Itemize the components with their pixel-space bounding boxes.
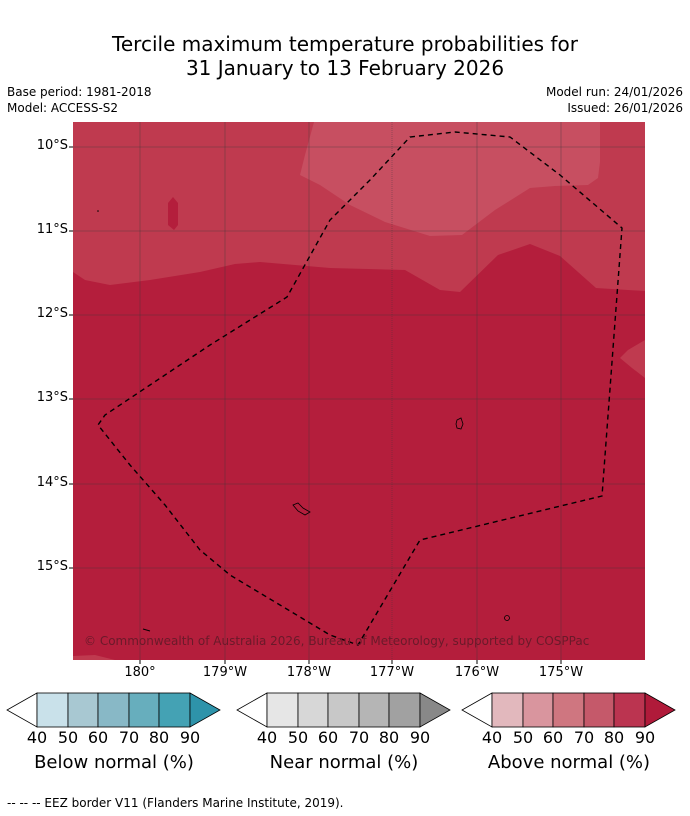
axis-ticks [69,146,562,664]
eez-footnote: -- -- -- EEZ border V11 (Flanders Marine… [7,796,344,810]
above-80-blob-right [620,340,645,378]
above-tick-80: 80 [603,728,625,747]
lon-label-180: 180° [124,665,156,680]
colorbar-above-60 [552,692,585,728]
below-tick-80: 80 [148,728,170,747]
below-tick-40: 40 [26,728,48,747]
colorbar-below-50 [67,692,99,728]
base-period: Base period: 1981-2018 [7,85,152,99]
lon-label-175w: 175°W [538,665,584,680]
colorbar-title-below: Below normal (%) [34,752,194,773]
colorbar-above-50 [522,692,554,728]
map-title-line1: Tercile maximum temperature probabilitie… [112,32,578,56]
island-central [455,417,464,430]
lat-label-15s: 15°S [36,559,68,574]
colorbar-above-40 [491,692,524,728]
colorbar-near-normal [236,692,451,728]
near-tick-40: 40 [256,728,278,747]
colorbar-above-max-extend [644,692,676,728]
near-tick-90: 90 [409,728,431,747]
above-tick-40: 40 [481,728,503,747]
issued-date: Issued: 26/01/2026 [567,101,683,115]
near-tick-70: 70 [348,728,370,747]
islet-northwest [97,210,99,212]
colorbar-above-70 [583,692,615,728]
lat-label-13s: 13°S [36,390,68,405]
island-southeast [504,615,510,621]
lon-label-178w: 178°W [286,665,332,680]
above-tick-50: 50 [512,728,534,747]
lon-label-179w: 179°W [202,665,248,680]
colorbar-near-80 [388,692,421,728]
colorbar-below-40 [36,692,69,728]
colorbar-below-60 [97,692,130,728]
above-tick-90: 90 [634,728,656,747]
colorbar-below-normal [6,692,221,728]
colorbar-below-min-extend [6,692,38,728]
below-tick-50: 50 [57,728,79,747]
lat-label-11s: 11°S [36,222,68,237]
colorbar-below-80 [158,692,191,728]
colorbar-above-80 [613,692,646,728]
colorbar-near-max-extend [419,692,451,728]
copyright-text: © Commonwealth of Australia 2026, Bureau… [84,634,589,648]
lat-label-12s: 12°S [36,306,68,321]
colorbar-near-60 [327,692,360,728]
near-tick-80: 80 [378,728,400,747]
above-90-blob-left [168,197,178,230]
near-tick-50: 50 [287,728,309,747]
island-southwest [142,628,151,632]
near-tick-60: 60 [317,728,339,747]
above-70-region [300,122,600,236]
above-80-patch-bottom [73,655,115,660]
below-tick-60: 60 [87,728,109,747]
colorbar-near-50 [297,692,329,728]
lat-label-10s: 10°S [36,138,68,153]
model-run: Model run: 24/01/2026 [545,85,683,99]
colorbar-below-max-extend [189,692,221,728]
above-tick-70: 70 [573,728,595,747]
below-tick-90: 90 [179,728,201,747]
above-tick-60: 60 [542,728,564,747]
lat-label-14s: 14°S [36,475,68,490]
colorbar-below-70 [128,692,160,728]
colorbar-title-near: Near normal (%) [269,752,419,773]
colorbar-title-above: Above normal (%) [487,752,651,773]
island-south [292,502,311,516]
eez-border [97,131,623,646]
map-title-line2: 31 January to 13 February 2026 [185,56,505,80]
colorbar-above-normal [461,692,676,728]
colorbar-near-40 [266,692,299,728]
lon-label-176w: 176°W [454,665,500,680]
lon-label-177w: 177°W [369,665,415,680]
colorbar-above-min-extend [461,692,493,728]
colorbar-near-min-extend [236,692,268,728]
below-tick-70: 70 [118,728,140,747]
model-name: Model: ACCESS-S2 [7,101,119,115]
colorbar-near-70 [358,692,390,728]
